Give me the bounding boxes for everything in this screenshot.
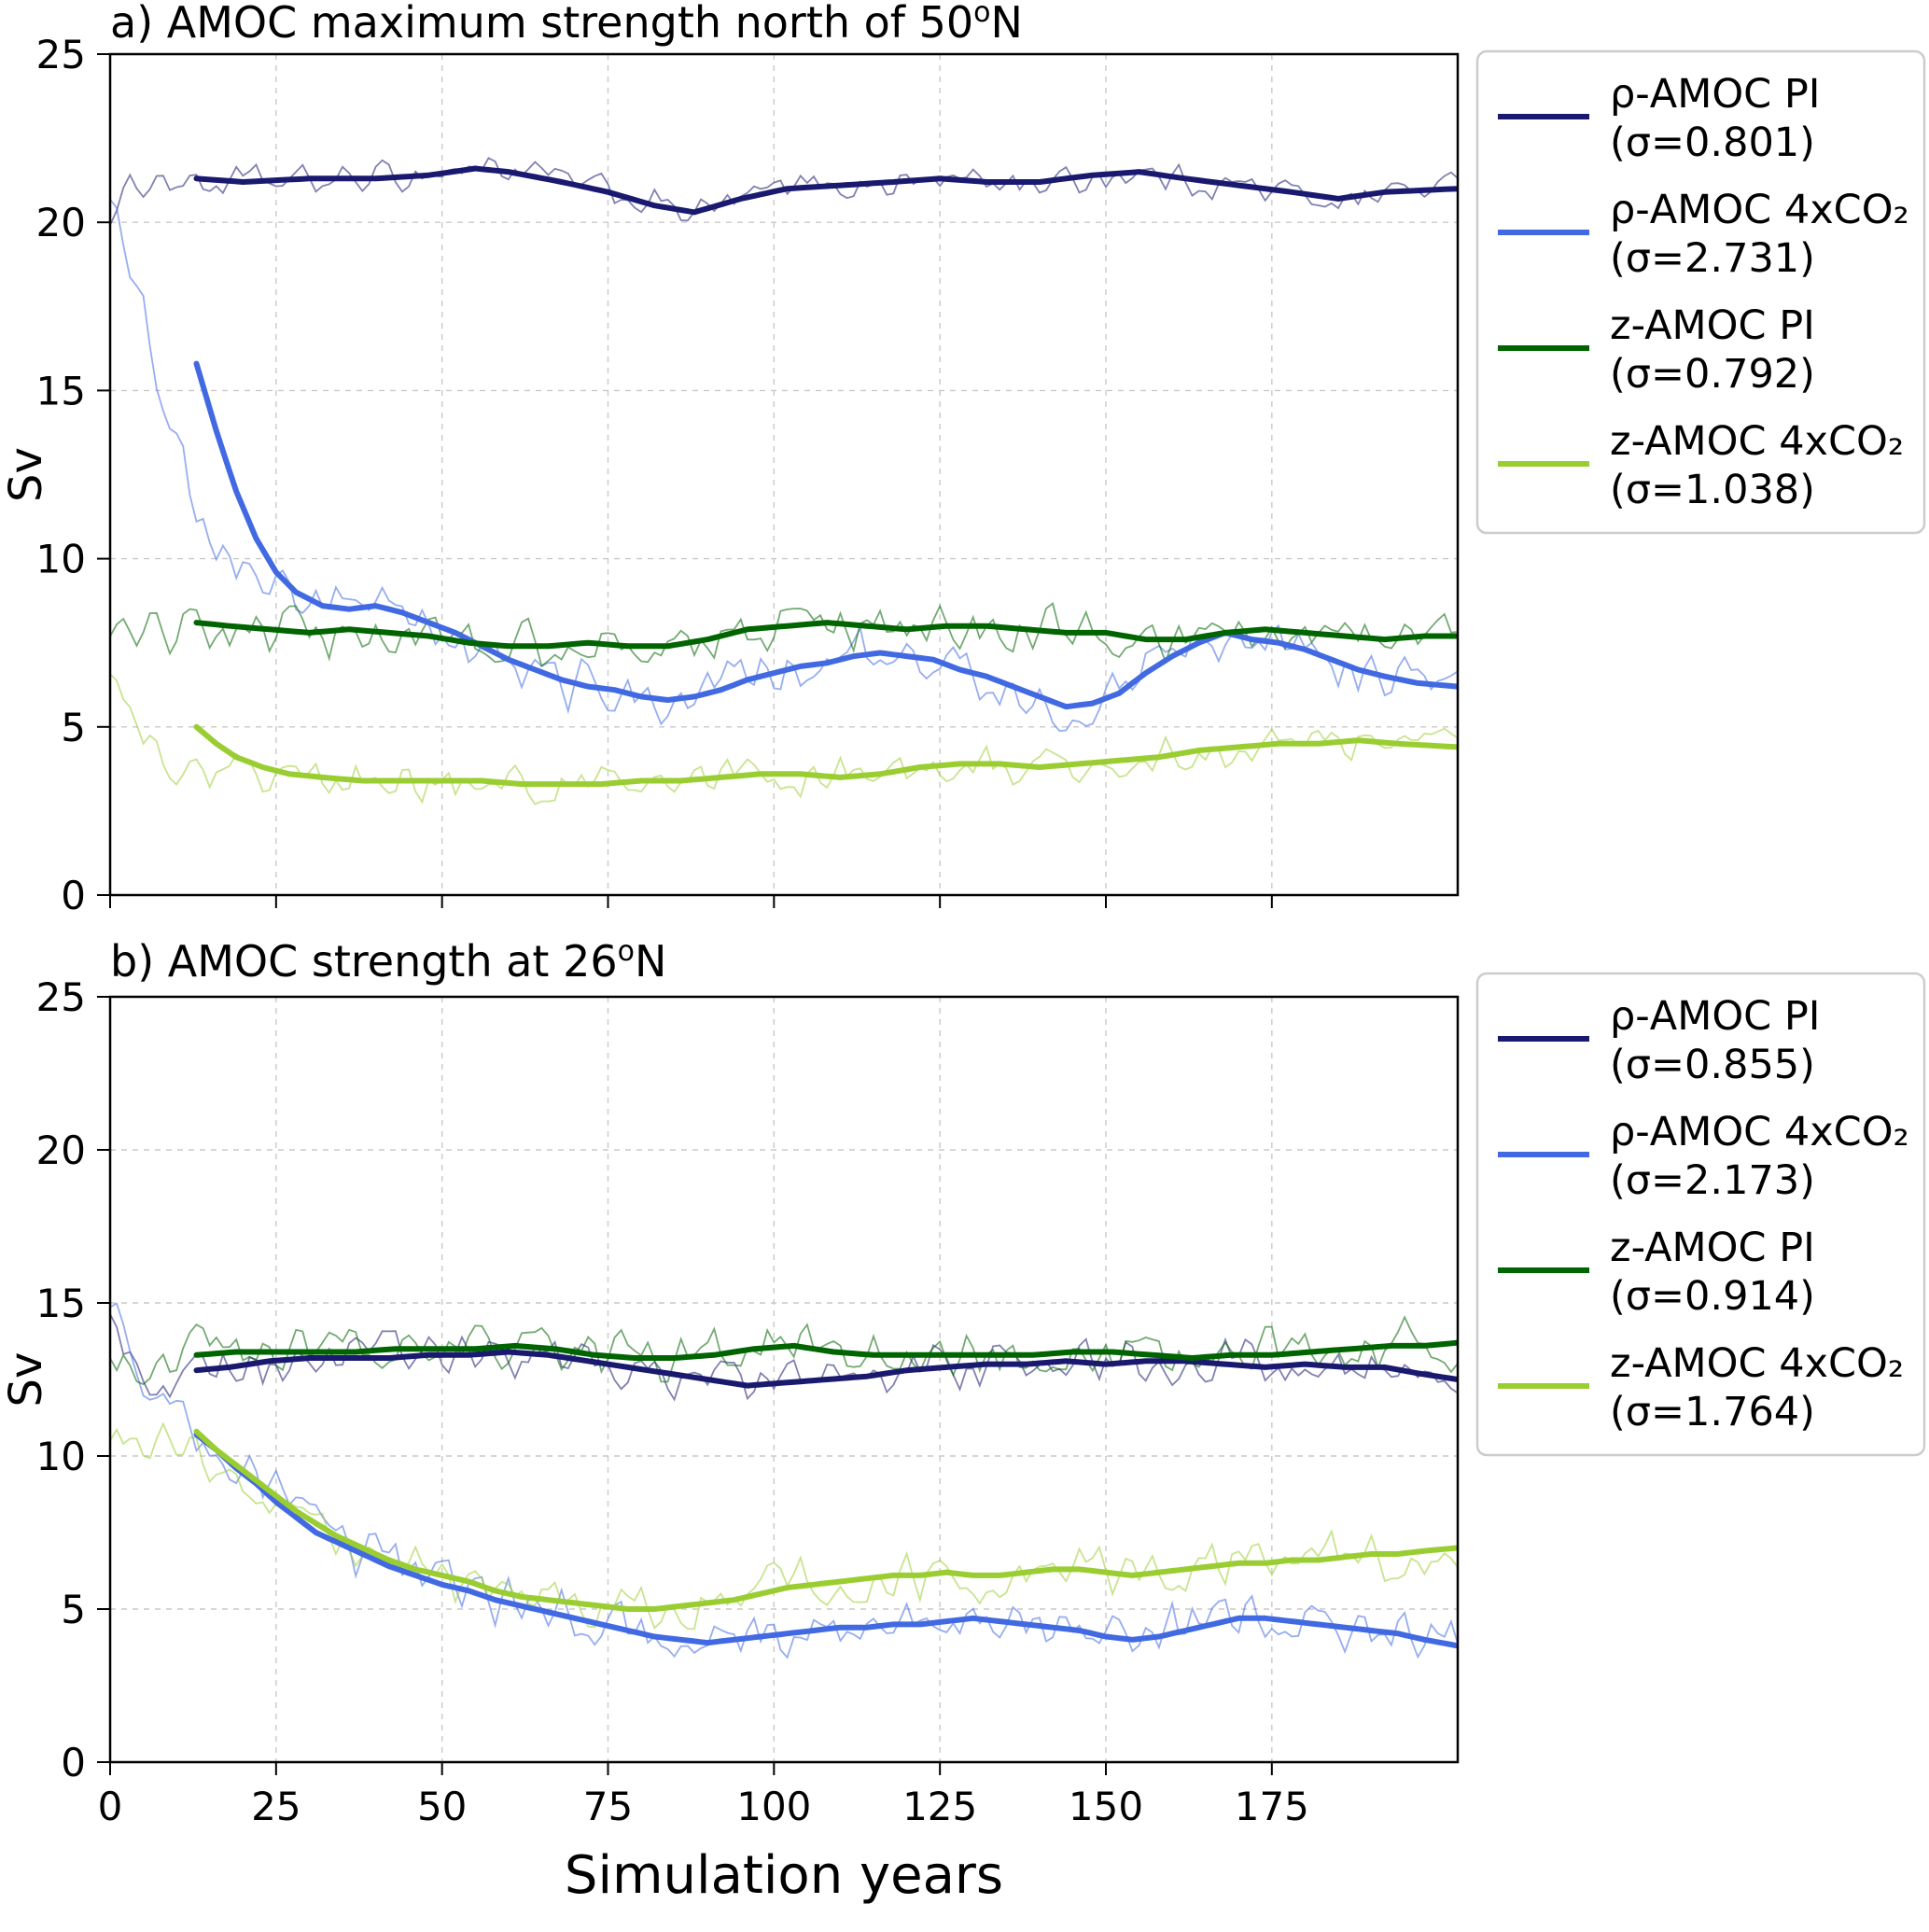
axes-frame (108, 995, 1460, 1764)
legend-entry-name: ρ-AMOC PI (1610, 71, 1820, 118)
legend-entry-name: z-AMOC PI (1610, 1225, 1815, 1271)
panel-a-series-1-smoothed-line (193, 360, 1458, 710)
legend-entry-name: ρ-AMOC PI (1610, 993, 1820, 1040)
y-tick-label: 0 (61, 1740, 86, 1785)
title-text: N (991, 0, 1023, 48)
y-tick-label: 25 (36, 32, 86, 77)
legend-entry-sigma: (σ=0.855) (1610, 1042, 1815, 1088)
panel-b-series-2-smoothed-line (193, 1339, 1458, 1361)
y-tick-label: 0 (61, 873, 86, 918)
legend-a: ρ-AMOC PI(σ=0.801) ρ-AMOC 4xCO₂(σ=2.731) z… (1475, 49, 1926, 535)
legend-entry-name: z-AMOC PI (1610, 302, 1815, 349)
title-superscript: o (973, 0, 990, 29)
legend-entry-name: z-AMOC 4xCO₂ (1610, 1340, 1904, 1387)
x-tick-label: 0 (98, 1784, 123, 1829)
title-text: b) AMOC strength at 26 (110, 936, 618, 987)
panel-b-series-0-annual-line (110, 1313, 1458, 1402)
legend-entry-name: ρ-AMOC 4xCO₂ (1610, 187, 1909, 233)
y-tick-label: 5 (61, 705, 86, 750)
panel-b-series-1-smoothed-line (193, 1432, 1458, 1649)
legend-entry-sigma: (σ=0.792) (1610, 351, 1815, 398)
title-text: N (635, 936, 666, 987)
panel-b: 0 5 10 15 20 25 0 25 50 75 100 125 150 175 b) AMOC str… (0, 935, 1926, 1829)
legend-entry-sigma: (σ=2.731) (1610, 235, 1815, 282)
x-tick-label: 125 (902, 1784, 977, 1829)
x-tick-label: 75 (583, 1784, 633, 1829)
panel-a-series-2-smoothed-line (193, 620, 1458, 650)
y-tick-label: 20 (36, 1127, 86, 1173)
legend-entry-sigma: (σ=2.173) (1610, 1157, 1815, 1204)
legend-entry-sigma: (σ=1.038) (1610, 467, 1815, 513)
y-axis-label: Sv (0, 1352, 52, 1407)
panel-a-series-3-annual-line (110, 673, 1458, 805)
y-tick-label: 15 (36, 1281, 86, 1326)
axes-frame (108, 52, 1460, 897)
title-text: a) AMOC maximum strength north of 50 (110, 0, 973, 48)
panel-b-series-3-annual-line (110, 1421, 1458, 1631)
panel-a-series-3-smoothed-line (193, 723, 1458, 788)
legend-b: ρ-AMOC PI(σ=0.855) ρ-AMOC 4xCO₂(σ=2.173) z… (1475, 972, 1926, 1457)
x-tick-label: 25 (251, 1784, 301, 1829)
panel-b-series-1-annual-line (110, 1302, 1458, 1659)
y-tick-label: 20 (36, 200, 86, 245)
y-tick-label: 15 (36, 368, 86, 413)
panel-b-series-0-smoothed-line (193, 1349, 1458, 1389)
x-tick-label: 175 (1235, 1784, 1309, 1829)
x-tick-label: 100 (736, 1784, 811, 1829)
panel-a-title: a) AMOC maximum strength north of 50oN (110, 0, 1023, 48)
y-tick-label: 10 (36, 537, 86, 582)
panel-a: 0 5 10 15 20 25 a) AMOC maximum strength north… (0, 0, 1926, 918)
legend-box (1475, 49, 1926, 535)
legend-entry-sigma: (σ=0.914) (1610, 1273, 1815, 1320)
legend-entry-name: z-AMOC 4xCO₂ (1610, 418, 1904, 465)
panel-a-series-0-smoothed-line (193, 165, 1458, 216)
y-tick-label: 10 (36, 1434, 86, 1479)
panel-b-title: b) AMOC strength at 26oN (110, 935, 666, 987)
panel-a-series-1-annual-line (110, 198, 1458, 733)
x-tick-label: 50 (417, 1784, 467, 1829)
title-superscript: o (618, 935, 635, 968)
y-tick-label: 25 (36, 974, 86, 1020)
y-tick-label: 5 (61, 1587, 86, 1632)
legend-box (1475, 972, 1926, 1457)
x-axis-label: Simulation years (565, 1845, 1003, 1906)
legend-entry-sigma: (σ=1.764) (1610, 1389, 1815, 1435)
legend-entry-sigma: (σ=0.801) (1610, 119, 1815, 166)
y-axis-label: Sv (0, 447, 52, 502)
x-tick-label: 150 (1069, 1784, 1143, 1829)
legend-entry-name: ρ-AMOC 4xCO₂ (1610, 1109, 1909, 1155)
panel-b-series-3-smoothed-line (193, 1428, 1458, 1612)
